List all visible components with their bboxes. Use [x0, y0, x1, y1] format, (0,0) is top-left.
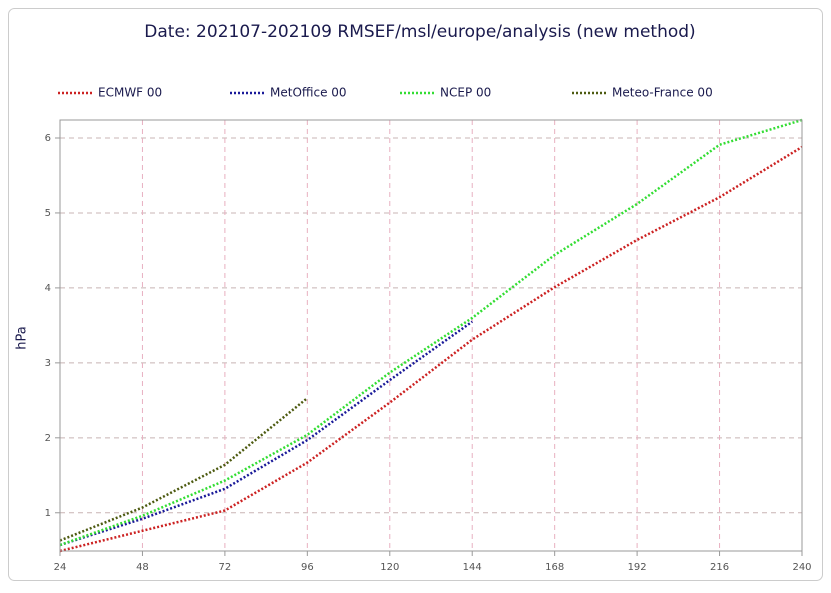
legend-label: MetOffice 00 — [270, 86, 347, 100]
grid — [55, 120, 803, 556]
y-axis-label: hPa — [15, 326, 30, 349]
chart-title: Date: 202107-202109 RMSEF/msl/europe/ana… — [144, 22, 695, 42]
x-tick-label: 72 — [219, 562, 232, 573]
series-line — [59, 118, 803, 547]
x-tick-label: 144 — [463, 562, 482, 573]
x-tick-label: 48 — [136, 562, 149, 573]
legend-label: ECMWF 00 — [98, 86, 162, 100]
lines — [59, 118, 803, 553]
x-tick-label: 168 — [545, 562, 564, 573]
y-tick-label: 4 — [45, 283, 51, 294]
x-tick-label: 96 — [301, 562, 314, 573]
x-tick-label: 24 — [54, 562, 67, 573]
y-tick-label: 2 — [45, 433, 51, 444]
x-tick-label: 192 — [628, 562, 647, 573]
x-tick-label: 240 — [792, 562, 811, 573]
legend-label: NCEP 00 — [440, 86, 491, 100]
series-line — [59, 320, 473, 547]
y-tick-label: 5 — [45, 208, 51, 219]
y-tick-label: 1 — [45, 508, 51, 519]
x-tick-label: 216 — [710, 562, 729, 573]
y-tick-label: 3 — [45, 358, 51, 369]
legend-label: Meteo-France 00 — [612, 86, 713, 100]
x-tick-label: 120 — [380, 562, 399, 573]
y-tick-label: 6 — [45, 133, 51, 144]
series-line — [59, 397, 309, 542]
plot-border — [59, 119, 803, 552]
